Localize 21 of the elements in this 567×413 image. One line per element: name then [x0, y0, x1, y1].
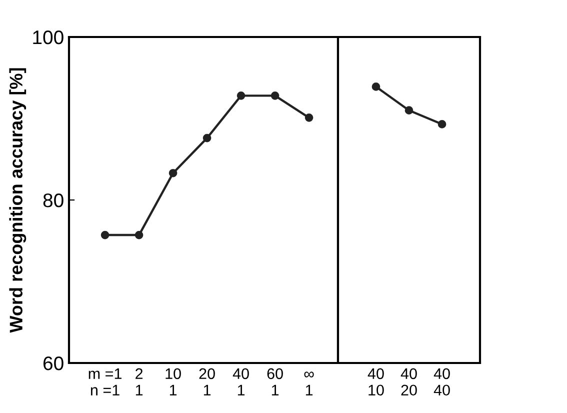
x-tick-label: 20 1: [199, 368, 215, 396]
y-tick-label: 80: [43, 193, 64, 208]
x-tick-label: 2 1: [136, 368, 143, 396]
point: [134, 230, 144, 240]
point: [202, 134, 212, 142]
x-tick-label: 60 1: [267, 368, 283, 396]
point: [168, 168, 178, 178]
y-tick-label: 100: [33, 30, 64, 44]
y-axis-title: Word recognition accuracy [%]: [9, 68, 26, 333]
x-tick-label: m =1 n =1: [88, 368, 122, 396]
point: [100, 230, 110, 240]
x-tick-label: 10 1: [166, 368, 181, 396]
x-tick-label: 40 10: [368, 368, 384, 396]
x-tick-label: 40 1: [232, 368, 249, 396]
point: [270, 92, 280, 100]
y-tick-label: 60: [44, 356, 64, 370]
x-tick-label: 40 40: [434, 368, 450, 396]
point: [236, 92, 246, 100]
x-tick-label: ∞ 1: [304, 372, 314, 396]
x-tick-label: 40 20: [400, 368, 417, 396]
point: [304, 114, 314, 122]
